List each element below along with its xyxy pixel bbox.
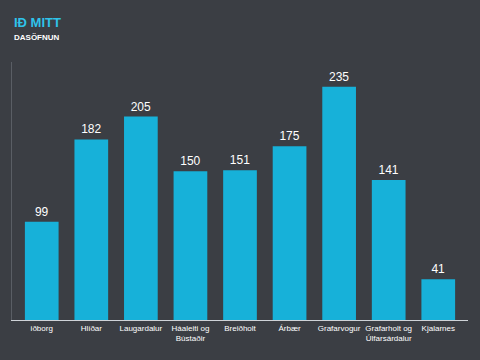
svg-text:Grafarvogur: Grafarvogur [318,324,361,333]
svg-text:99: 99 [35,205,49,219]
svg-text:182: 182 [81,122,101,136]
svg-text:DASÖFNUN: DASÖFNUN [14,33,60,42]
svg-text:IÐ MITT: IÐ MITT [14,15,61,30]
svg-text:235: 235 [329,70,349,84]
svg-text:141: 141 [379,163,399,177]
svg-text:Grafarholt ogÚlfarsárdalur: Grafarholt ogÚlfarsárdalur [365,324,412,343]
svg-text:Laugardalur: Laugardalur [120,324,163,333]
svg-text:41: 41 [431,262,445,276]
svg-text:205: 205 [131,100,151,114]
svg-text:Árbær: Árbær [278,324,301,333]
svg-text:Breiðholt: Breiðholt [224,324,256,333]
svg-text:Háaleiti ogBústaðir: Háaleiti ogBústaðir [172,324,210,343]
svg-text:151: 151 [230,153,250,167]
svg-text:175: 175 [279,129,299,143]
svg-text:150: 150 [180,154,200,168]
svg-text:Kjalarnes: Kjalarnes [422,324,455,333]
svg-text:Hlíðar: Hlíðar [81,324,103,333]
svg-text:iðborg: iðborg [31,324,53,333]
